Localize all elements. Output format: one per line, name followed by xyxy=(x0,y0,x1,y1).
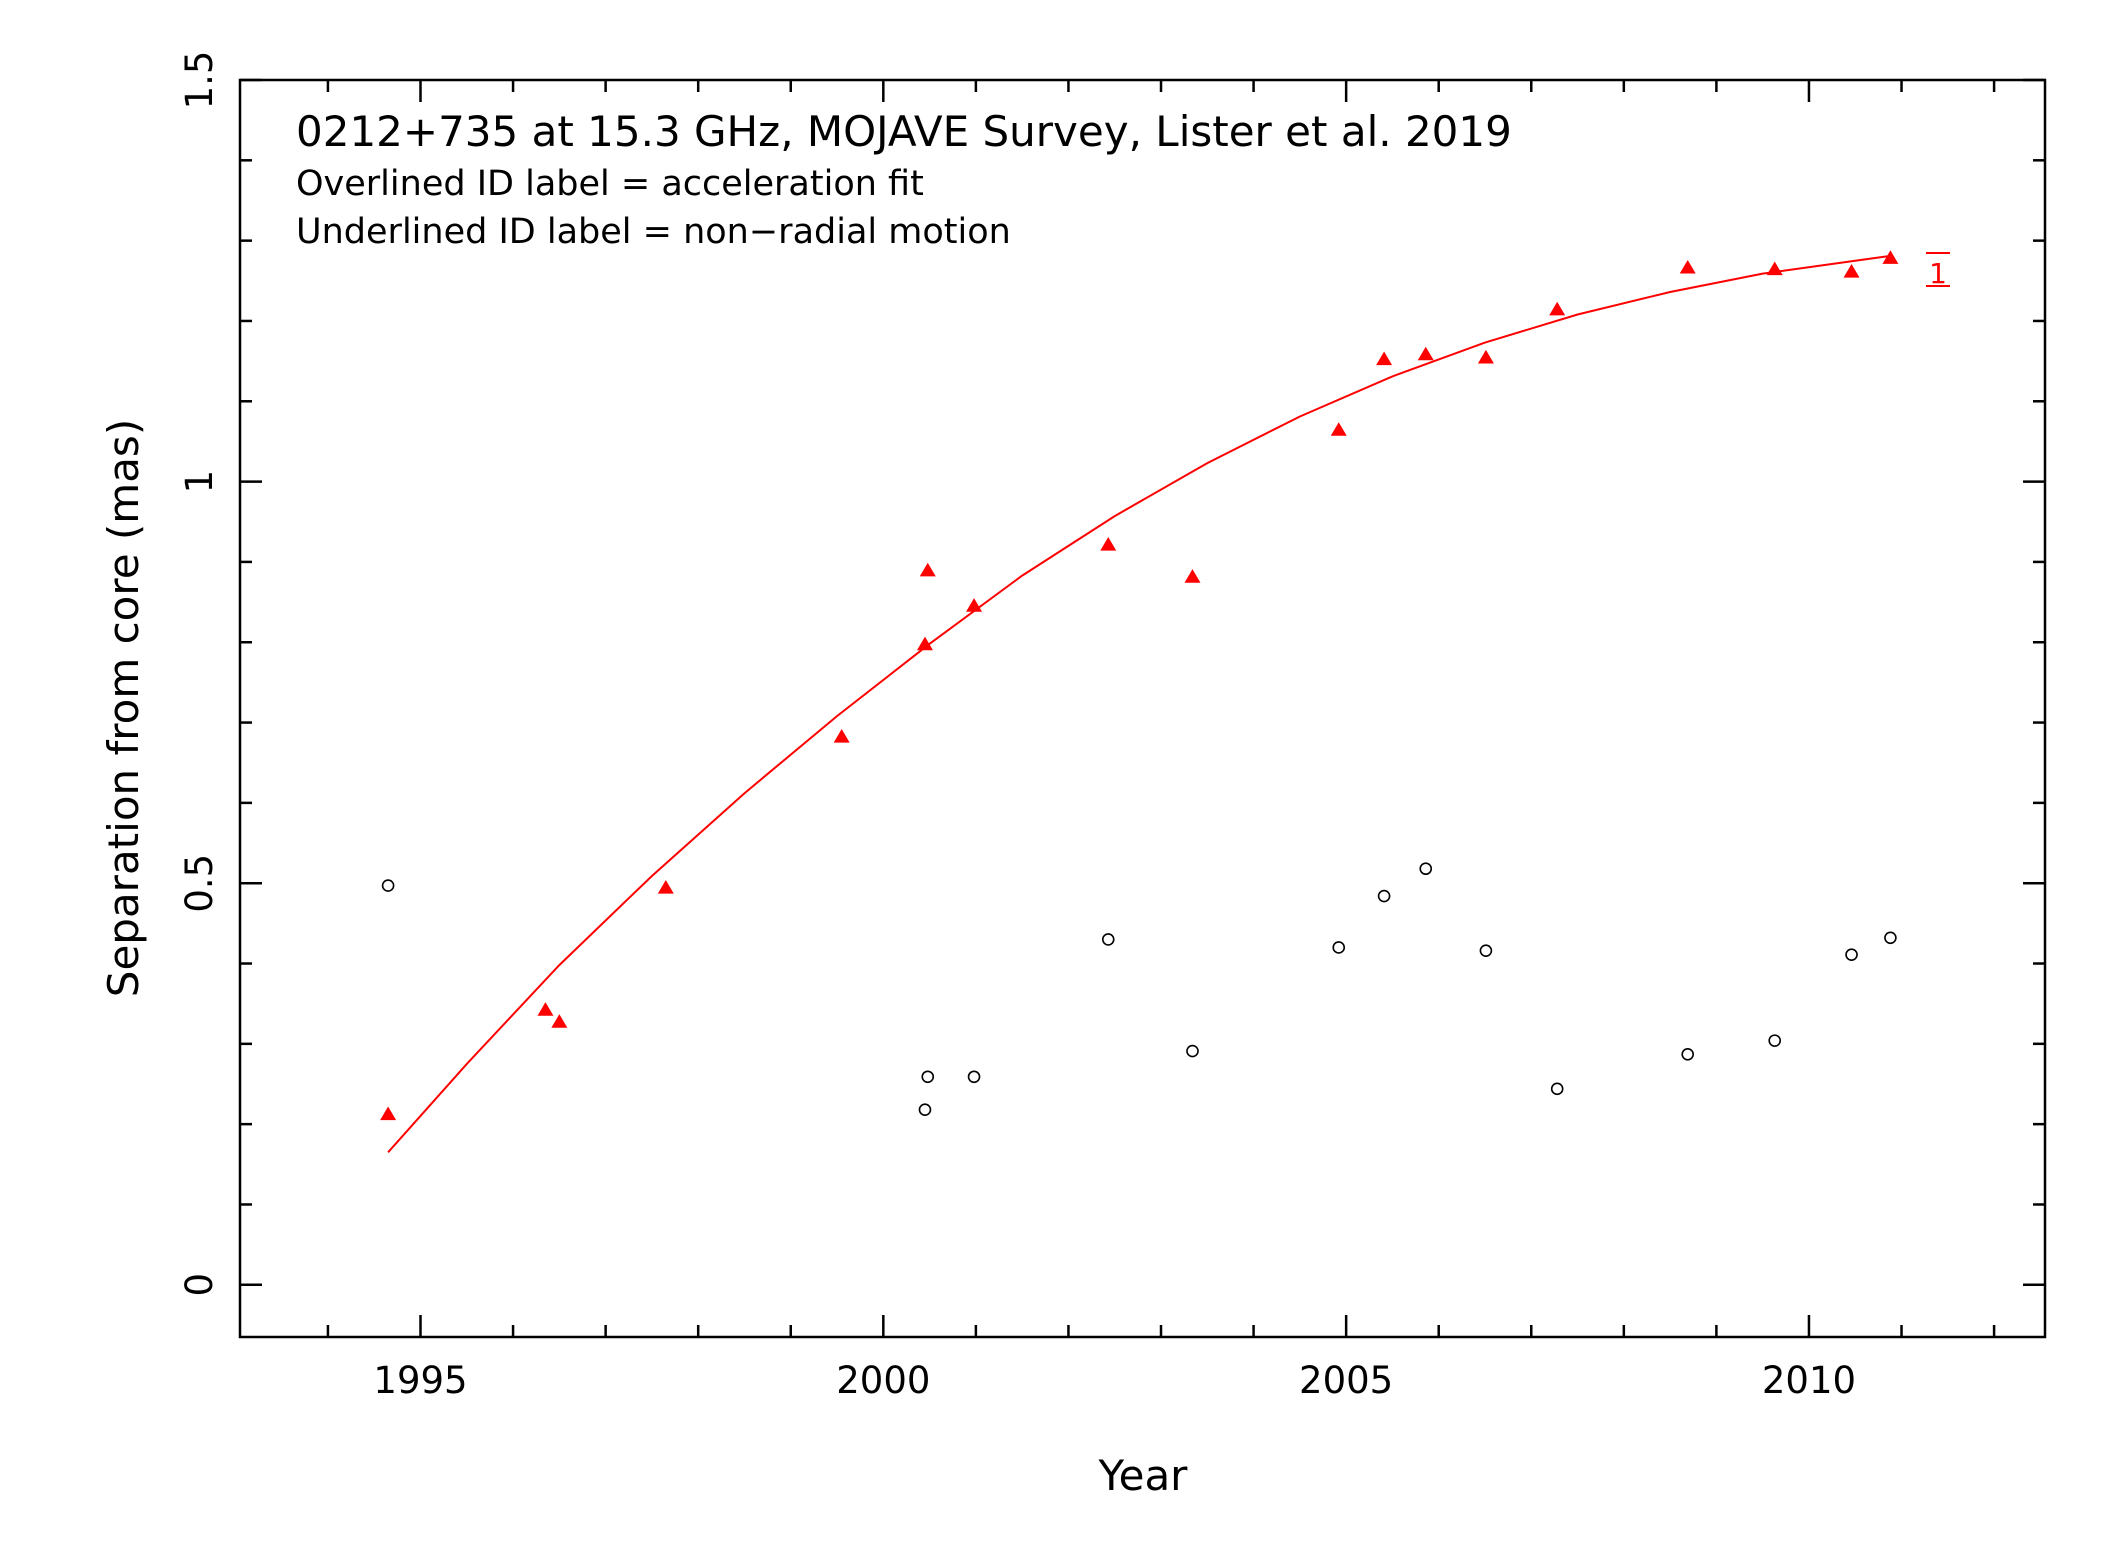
y-tick-label: 1.5 xyxy=(178,51,221,110)
x-tick-label: 2005 xyxy=(1299,1359,1393,1402)
circle-point xyxy=(921,1070,935,1084)
triangle-point xyxy=(1184,569,1201,583)
circle-point xyxy=(1186,1044,1199,1058)
id-label-text: 1 xyxy=(1929,257,1947,290)
acceleration-fit-curve xyxy=(387,254,1891,1153)
circle-point xyxy=(1419,862,1433,876)
circle-point xyxy=(967,1070,981,1084)
x-tick-label: 2010 xyxy=(1762,1359,1856,1402)
x-tick-label: 1995 xyxy=(373,1359,467,1402)
triangle-point xyxy=(537,1002,554,1016)
triangle-point xyxy=(657,880,674,894)
annotation-acceleration: Overlined ID label = acceleration fit xyxy=(296,164,924,204)
x-axis-label: Year xyxy=(1098,1451,1189,1500)
circle-point xyxy=(1550,1082,1564,1096)
circle-point xyxy=(1681,1047,1695,1061)
triangle-point xyxy=(966,598,983,612)
triangle-point xyxy=(1477,349,1494,364)
circle-point xyxy=(1768,1034,1782,1047)
triangle-point xyxy=(380,1106,397,1121)
component-id-label: 1 xyxy=(1926,252,1950,290)
y-tick-label: 0 xyxy=(178,1273,221,1297)
triangle-point xyxy=(1882,250,1899,264)
triangle-point xyxy=(916,636,933,651)
fit-layer xyxy=(387,254,1891,1153)
axis-tick-labels: 1995 2000 2005 2010 0 0.5 1 1.5 xyxy=(178,51,1856,1402)
circle-point xyxy=(1479,944,1493,957)
triangle-point xyxy=(1843,263,1860,278)
triangle-point xyxy=(1100,537,1117,551)
triangle-point xyxy=(1330,422,1347,436)
y-tick-label: 0.5 xyxy=(178,854,221,913)
chart-title: 0212+735 at 15.3 GHz, MOJAVE Survey, Lis… xyxy=(296,107,1512,156)
y-tick-label: 1 xyxy=(178,470,221,494)
triangle-point xyxy=(1417,346,1434,361)
triangle-point xyxy=(1766,261,1783,276)
triangle-point xyxy=(833,729,850,743)
circle-point xyxy=(1101,933,1115,946)
y-axis-label: Separation from core (mas) xyxy=(99,419,148,997)
circle-point xyxy=(1332,941,1346,954)
circle-point xyxy=(918,1103,932,1116)
triangle-point xyxy=(1549,301,1566,316)
triangle-point xyxy=(919,562,936,577)
circle-point xyxy=(1884,931,1897,945)
circle-point xyxy=(381,879,395,892)
triangle-point xyxy=(551,1014,568,1028)
data-points xyxy=(380,250,1899,1121)
plot-frame xyxy=(238,78,2047,1339)
circle-point xyxy=(1845,948,1858,961)
x-tick-label: 2000 xyxy=(836,1359,930,1402)
axis-ticks xyxy=(240,78,2045,1337)
triangle-point xyxy=(1376,351,1393,366)
circle-point xyxy=(1377,889,1391,903)
annotation-non-radial: Underlined ID label = non−radial motion xyxy=(296,212,1011,252)
triangle-point xyxy=(1679,259,1696,274)
